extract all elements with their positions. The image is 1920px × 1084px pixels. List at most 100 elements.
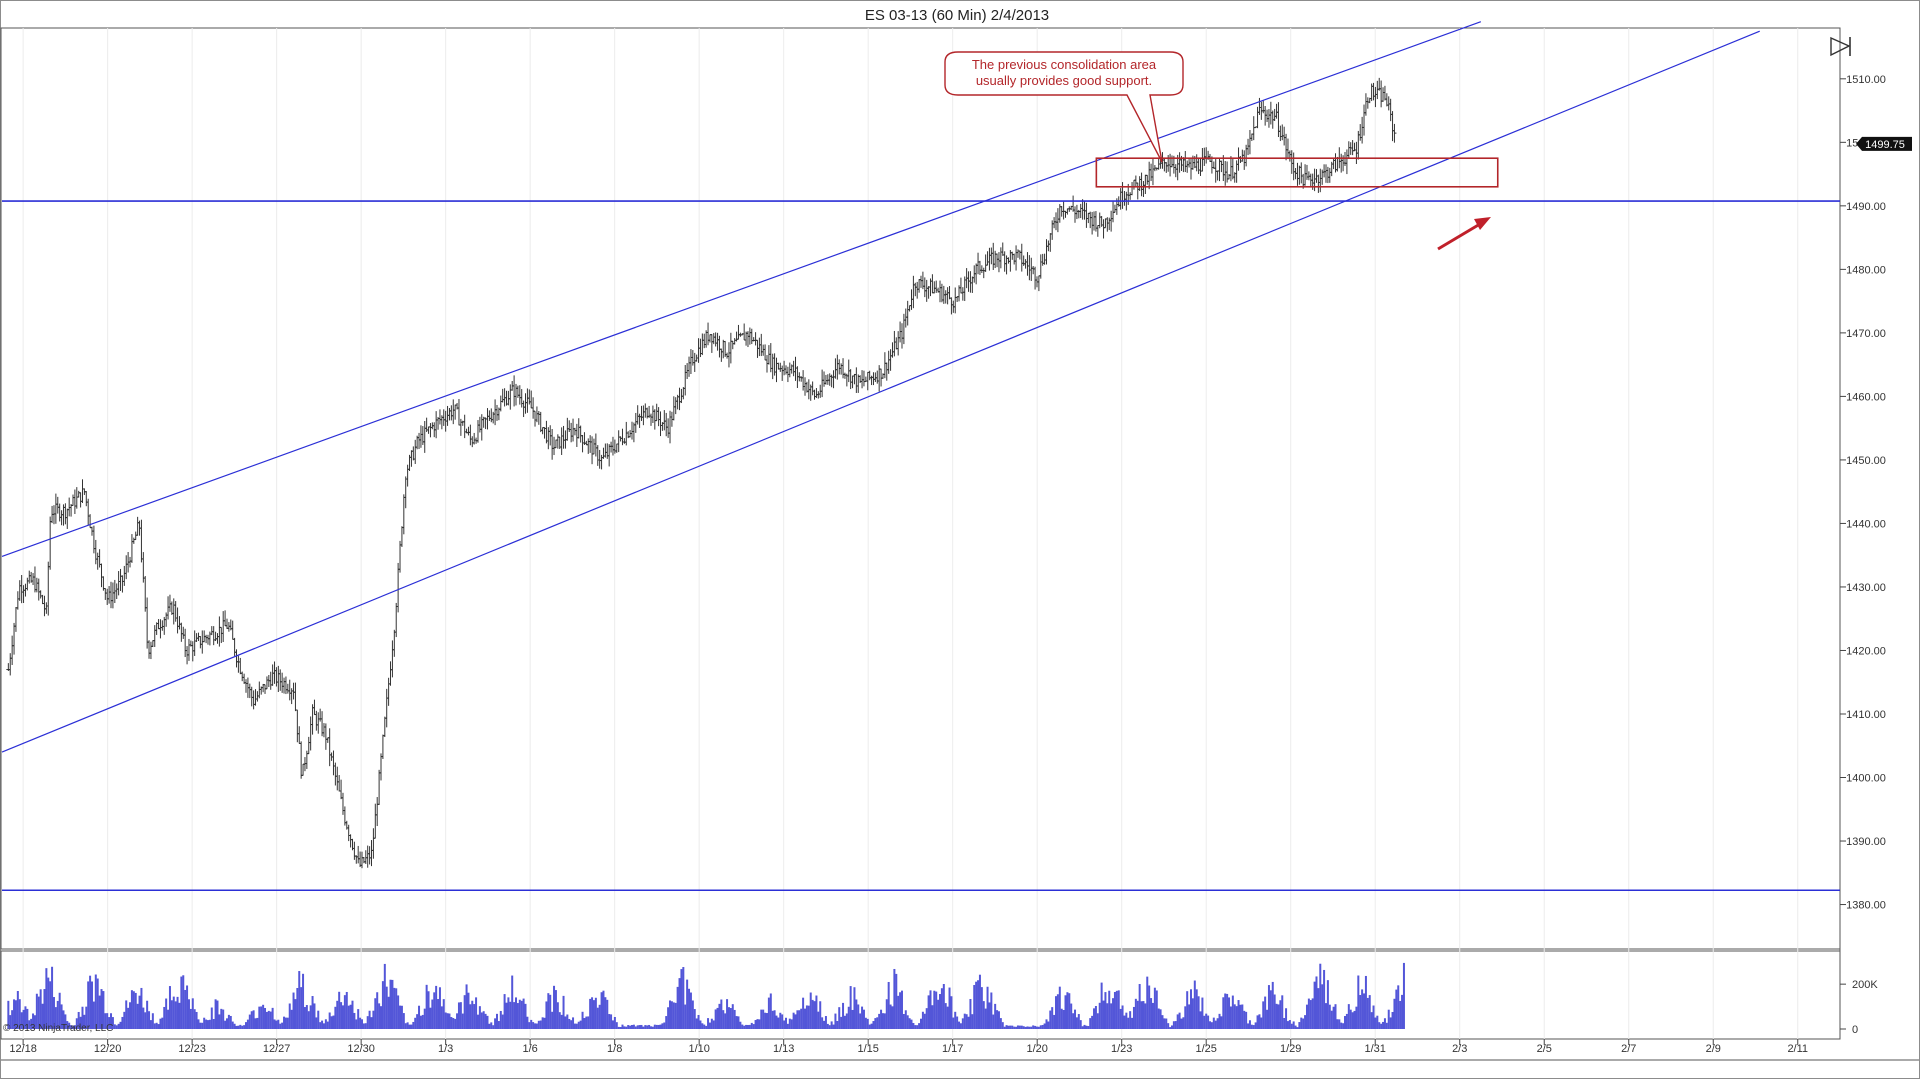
volume-bar — [1315, 976, 1318, 1029]
volume-bar — [1062, 1009, 1065, 1029]
volume-bar — [206, 1020, 209, 1029]
volume-bar — [819, 1001, 822, 1029]
x-tick-label: 1/10 — [688, 1043, 709, 1055]
volume-bar — [1119, 1008, 1122, 1029]
volume-bar — [1072, 1013, 1075, 1029]
volume-bar — [948, 987, 951, 1029]
volume-bar — [416, 1014, 419, 1029]
volume-bar — [655, 1024, 658, 1029]
y-tick-label: 1450.00 — [1846, 455, 1886, 467]
x-tick-label: 1/31 — [1365, 1043, 1386, 1055]
volume-bar — [1172, 1021, 1175, 1029]
volume-bar — [1212, 1017, 1215, 1029]
volume-bar — [1165, 1018, 1168, 1029]
volume-bar — [980, 987, 983, 1029]
volume-bar — [788, 1018, 791, 1029]
callout-line: usually provides good support. — [976, 73, 1152, 88]
volume-bar — [748, 1024, 751, 1029]
volume-bar — [705, 1025, 708, 1029]
volume-bar — [113, 1024, 116, 1029]
volume-bar — [754, 1020, 757, 1029]
volume-bar — [927, 995, 930, 1029]
volume-bar — [1077, 1014, 1080, 1029]
volume-bar — [161, 1017, 164, 1029]
volume-bar — [509, 1001, 512, 1029]
volume-bar — [269, 1011, 272, 1029]
volume-bar — [1305, 1004, 1308, 1029]
volume-bar — [14, 1000, 17, 1029]
volume-bar — [537, 1020, 540, 1029]
volume-bar — [52, 997, 55, 1029]
volume-bar — [258, 1006, 261, 1029]
consolidation-box — [1095, 157, 1499, 188]
volume-bar — [317, 1010, 320, 1029]
volume-bar — [1108, 990, 1111, 1029]
volume-bar — [298, 971, 301, 1029]
volume-bar — [1028, 1026, 1031, 1029]
y-tick-label: 1380.00 — [1846, 900, 1886, 912]
volume-bar — [1203, 1015, 1206, 1029]
volume-bar — [792, 1012, 795, 1029]
volume-bar — [600, 992, 603, 1029]
volume-bar — [1324, 1003, 1327, 1029]
volume-bar — [1167, 1023, 1170, 1029]
volume-bar — [1347, 1004, 1350, 1029]
volume-bar — [77, 1011, 80, 1029]
volume-bar — [779, 1012, 782, 1029]
volume-bar — [1351, 1012, 1354, 1029]
volume-bar — [197, 1019, 200, 1029]
volume-bar — [669, 1000, 672, 1029]
volume-bar — [577, 1021, 580, 1029]
volume-bar — [1237, 1000, 1240, 1029]
volume-bar — [610, 1014, 613, 1029]
volume-bar — [1317, 988, 1320, 1029]
volume-bar — [526, 1016, 529, 1029]
volume-bar — [1264, 996, 1267, 1029]
volume-bar — [843, 1015, 846, 1029]
volume-bar — [457, 1002, 460, 1029]
volume-bar — [1089, 1018, 1092, 1029]
volume-bar — [651, 1026, 654, 1029]
volume-bar — [313, 1003, 316, 1029]
volume-bar — [729, 1008, 732, 1029]
volume-bar — [769, 993, 772, 1029]
volume-bar — [1150, 998, 1153, 1029]
volume-bar — [615, 1022, 618, 1029]
volume-bar — [1309, 1000, 1312, 1029]
volume-bar — [1068, 993, 1071, 1029]
volume-bar — [438, 987, 441, 1029]
volume-bar — [1231, 995, 1234, 1029]
volume-bar — [127, 1007, 130, 1029]
volume-bar — [406, 1022, 409, 1029]
volume-bar — [505, 1002, 508, 1029]
volume-bar — [501, 1014, 504, 1029]
volume-bar — [1129, 1011, 1132, 1029]
volume-bar — [334, 1006, 337, 1029]
volume-bar — [1193, 980, 1196, 1029]
ohlc-bars — [6, 77, 1397, 869]
volume-bar — [794, 1014, 797, 1029]
y-tick-label: 1440.00 — [1846, 518, 1886, 530]
x-tick-label: 2/3 — [1452, 1043, 1467, 1055]
volume-bar — [809, 992, 812, 1029]
volume-bar — [963, 1013, 966, 1029]
y-tick-label: 1490.00 — [1846, 201, 1886, 213]
volume-bar — [923, 1013, 926, 1029]
volume-bar — [613, 1016, 616, 1029]
scroll-to-end-icon[interactable] — [1830, 36, 1851, 57]
volume-bar — [558, 1012, 561, 1029]
volume-bar — [680, 969, 683, 1029]
volume-bar — [1157, 1008, 1160, 1029]
volume-bar — [1277, 1004, 1280, 1029]
volume-bar — [1083, 1024, 1086, 1029]
volume-bar — [1195, 989, 1198, 1029]
volume-bar — [305, 1005, 308, 1029]
volume-bar — [62, 1010, 65, 1029]
volume-bar — [47, 977, 50, 1029]
volume-bar — [718, 1003, 721, 1029]
volume-bar — [1210, 1022, 1213, 1029]
volume-bar — [1022, 1026, 1025, 1029]
volume-bar — [423, 1008, 426, 1029]
x-tick-label: 1/15 — [857, 1043, 878, 1055]
volume-bar — [813, 1001, 816, 1029]
